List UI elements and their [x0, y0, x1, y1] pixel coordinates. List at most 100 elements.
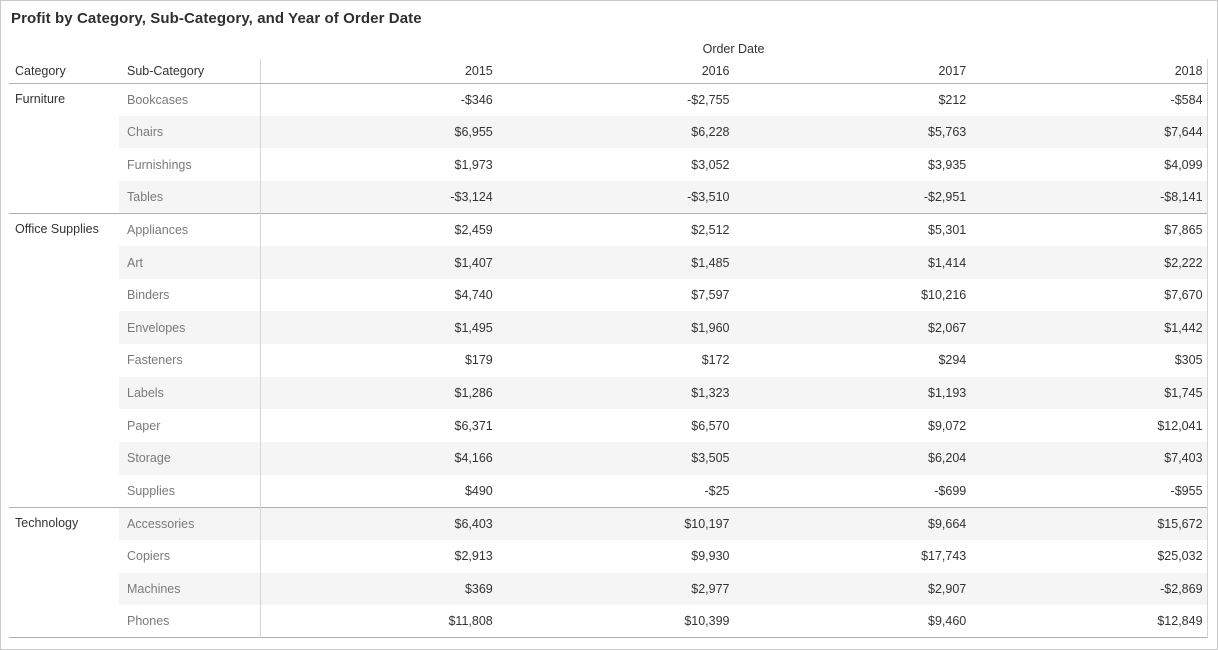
value-cell[interactable]: $6,204	[733, 442, 971, 475]
value-cell[interactable]: $7,670	[970, 278, 1208, 312]
subcategory-cell[interactable]: Labels	[119, 376, 261, 410]
value-cell[interactable]: $9,930	[691, 549, 730, 564]
year-header-2015[interactable]: 2015	[260, 59, 497, 84]
value-cell[interactable]: $172	[701, 353, 730, 368]
value-cell[interactable]: $294	[938, 353, 967, 368]
value-cell[interactable]: $1,193	[733, 376, 971, 410]
value-cell[interactable]: $12,041	[970, 409, 1208, 443]
value-cell[interactable]: $1,973	[454, 157, 493, 172]
value-cell[interactable]: $305	[970, 344, 1208, 377]
subcategory-cell[interactable]: Appliances	[119, 213, 261, 247]
value-cell[interactable]: $7,597	[691, 288, 730, 303]
year-header-2017[interactable]: 2017	[733, 59, 971, 84]
value-cell[interactable]: $1,323	[496, 376, 734, 410]
subcategory-cell[interactable]: Furnishings	[119, 148, 261, 181]
value-cell[interactable]: $10,216	[921, 288, 967, 303]
value-cell[interactable]: $7,865	[970, 213, 1208, 247]
value-cell[interactable]: $2,459	[260, 213, 497, 247]
value-cell[interactable]: $11,808	[448, 614, 493, 629]
value-cell[interactable]: $1,286	[260, 376, 497, 410]
value-cell[interactable]: $6,228	[496, 115, 734, 149]
table-row: Copiers $2,913 $9,930 $17,743 $25,032	[9, 539, 1208, 573]
subcategory-cell[interactable]: Phones	[119, 605, 261, 638]
subcategory-cell[interactable]: Supplies	[119, 474, 261, 508]
value-cell[interactable]: -$3,510	[496, 180, 734, 214]
value-cell[interactable]: $1,745	[970, 376, 1208, 410]
category-cell[interactable]: Furniture	[9, 83, 119, 214]
value-cell[interactable]: $10,399	[684, 614, 730, 629]
value-cell[interactable]: $2,222	[970, 246, 1208, 279]
subcategory-cell[interactable]: Machines	[119, 572, 261, 606]
subcategory-cell[interactable]: Binders	[119, 278, 261, 312]
subcategory-cell[interactable]: Chairs	[119, 115, 261, 149]
value-cell[interactable]: -$346	[460, 92, 493, 107]
subcategory-cell[interactable]: Envelopes	[119, 311, 261, 345]
profit-table: Order Date Category Sub-Category 2015 20…	[9, 30, 1208, 639]
table-row: Paper $6,371 $6,570 $9,072 $12,041	[9, 409, 1208, 443]
value-cell[interactable]: $3,505	[496, 442, 734, 475]
table-body: Furniture Bookcases -$346 -$2,755 $212 -$584 C…	[9, 83, 1208, 638]
value-cell[interactable]: $25,032	[970, 539, 1208, 573]
value-cell[interactable]: $1,495	[260, 311, 497, 345]
year-header-2018[interactable]: 2018	[970, 59, 1208, 84]
value-cell[interactable]: -$699	[934, 483, 967, 498]
subcategory-cell[interactable]: Fasteners	[119, 344, 261, 377]
value-cell[interactable]: $179	[464, 353, 493, 368]
table-row: Furniture Bookcases -$346 -$2,755 $212 -$584	[9, 83, 1208, 214]
value-cell[interactable]: $2,067	[733, 311, 971, 345]
value-cell[interactable]: -$2,755	[687, 92, 730, 107]
value-cell[interactable]: $1,442	[970, 311, 1208, 345]
category-cell[interactable]: Technology	[9, 506, 119, 638]
category-cell[interactable]: Office Supplies	[9, 213, 119, 508]
value-cell[interactable]: $4,099	[970, 148, 1208, 181]
value-cell[interactable]: $4,166	[260, 442, 497, 475]
value-cell[interactable]: $2,977	[496, 572, 734, 606]
value-cell[interactable]: $1,960	[496, 311, 734, 345]
subcategory-cell[interactable]: Tables	[119, 180, 261, 214]
subcategory-field-label: Sub-Category	[119, 59, 261, 84]
value-cell[interactable]: $10,197	[496, 506, 734, 540]
year-header-2016[interactable]: 2016	[496, 59, 734, 84]
value-cell[interactable]: -$2,869	[970, 572, 1208, 606]
subcategory-cell[interactable]: Art	[119, 246, 261, 279]
value-cell[interactable]: $1,407	[260, 246, 497, 279]
value-cell[interactable]: $490	[464, 483, 493, 498]
value-cell[interactable]: $369	[260, 572, 497, 606]
value-cell[interactable]: $6,371	[454, 418, 493, 433]
subcategory-cell[interactable]: Paper	[119, 409, 261, 443]
subcategory-cell[interactable]: Accessories	[119, 506, 261, 540]
value-cell[interactable]: $9,072	[928, 418, 967, 433]
value-cell[interactable]: -$2,951	[733, 180, 971, 214]
value-cell[interactable]: $3,935	[928, 157, 967, 172]
value-cell[interactable]: -$25	[704, 483, 730, 498]
subcategory-cell[interactable]: Bookcases	[119, 83, 261, 116]
value-cell[interactable]: $2,913	[454, 549, 493, 564]
value-cell[interactable]: $6,403	[260, 506, 497, 540]
value-cell[interactable]: $6,955	[260, 115, 497, 149]
value-cell[interactable]: $2,907	[733, 572, 971, 606]
value-cell[interactable]: $15,672	[970, 506, 1208, 540]
value-cell[interactable]: $1,485	[496, 246, 734, 279]
value-cell[interactable]: $212	[938, 92, 967, 107]
value-cell[interactable]: $7,644	[970, 115, 1208, 149]
column-dimension-label: Order Date	[702, 42, 765, 56]
value-cell[interactable]: -$955	[970, 474, 1208, 508]
value-cell[interactable]: $6,570	[691, 418, 730, 433]
value-cell[interactable]: $3,052	[691, 157, 730, 172]
value-cell[interactable]: $12,849	[970, 605, 1208, 638]
value-cell[interactable]: $9,664	[733, 506, 971, 540]
value-cell[interactable]: $2,512	[496, 213, 734, 247]
subcategory-cell[interactable]: Copiers	[119, 539, 261, 573]
value-cell[interactable]: $17,743	[921, 549, 967, 564]
value-cell[interactable]: $9,460	[928, 614, 967, 629]
value-cell[interactable]: $4,740	[454, 288, 493, 303]
subcategory-cell[interactable]: Storage	[119, 442, 261, 475]
value-cell[interactable]: -$584	[970, 83, 1208, 116]
value-cell[interactable]: -$8,141	[970, 180, 1208, 214]
value-cell[interactable]: -$3,124	[260, 180, 497, 214]
value-cell[interactable]: $7,403	[970, 442, 1208, 475]
value-cell[interactable]: $1,414	[733, 246, 971, 279]
value-cell[interactable]: $5,301	[733, 213, 971, 247]
value-cell[interactable]: $5,763	[733, 115, 971, 149]
